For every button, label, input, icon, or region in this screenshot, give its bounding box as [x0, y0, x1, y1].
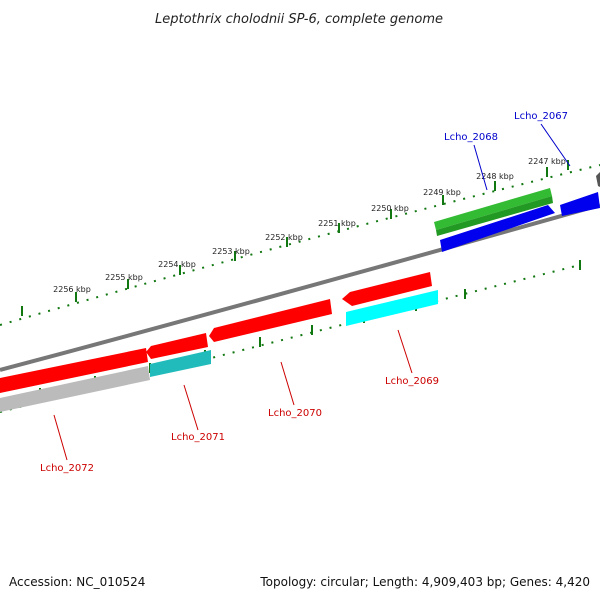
cds-lcho-2067[interactable] [560, 192, 600, 216]
outer-major-ticks [21, 160, 569, 316]
leader-lcho-2071 [183, 384, 199, 431]
cds-lcho-2072[interactable] [0, 348, 148, 393]
go-feature-lcho-2071[interactable] [150, 350, 211, 377]
go-feature-lcho-2068[interactable] [434, 188, 552, 230]
kbp-label: 2247 kbp [528, 157, 566, 166]
misc-feature-lcho-2072 [0, 366, 150, 412]
kbp-label: 2252 kbp [265, 233, 303, 242]
kbp-labels: 2247 kbp 2248 kbp 2249 kbp 2250 kbp 2251 kbp… [53, 157, 566, 294]
gene-label-lcho-2070[interactable]: Lcho_2070 [268, 408, 322, 419]
leader-lcho-2067 [540, 123, 571, 167]
cds-lcho-2070[interactable] [209, 299, 332, 342]
kbp-label: 2254 kbp [158, 260, 196, 269]
gene-label-lcho-2072[interactable]: Lcho_2072 [40, 463, 94, 474]
leader-lcho-2069 [397, 329, 413, 374]
kbp-label: 2256 kbp [53, 285, 91, 294]
kbp-label: 2248 kbp [476, 172, 514, 181]
outer-ruler [0, 164, 600, 326]
map-title: Leptothrix cholodnii SP-6, complete geno… [155, 12, 443, 27]
go-feature-lcho-2068-shadow [436, 196, 553, 236]
kbp-label: 2255 kbp [105, 273, 143, 282]
cds-lcho-2068[interactable] [440, 205, 555, 252]
kbp-label: 2253 kbp [212, 247, 250, 256]
leader-lcho-2072 [53, 414, 68, 461]
gene-label-lcho-2068[interactable]: Lcho_2068 [444, 132, 498, 143]
kbp-label: 2251 kbp [318, 219, 356, 228]
leader-lcho-2068 [473, 144, 488, 191]
cds-lcho-2069[interactable] [342, 272, 432, 306]
genome-summary-text: Topology: circular; Length: 4,909,403 bp… [259, 575, 590, 589]
gene-label-lcho-2069[interactable]: Lcho_2069 [385, 376, 439, 387]
go-feature-lcho-2069[interactable] [346, 290, 438, 326]
kbp-label: 2250 kbp [371, 204, 409, 213]
cds-edge-dark [596, 172, 600, 187]
gene-label-lcho-2067[interactable]: Lcho_2067 [514, 111, 568, 122]
leader-lcho-2070 [280, 361, 295, 406]
gene-label-lcho-2071[interactable]: Lcho_2071 [171, 432, 225, 443]
genome-backbone [0, 203, 600, 372]
kbp-label: 2249 kbp [423, 188, 461, 197]
cds-lcho-2071[interactable] [146, 333, 208, 359]
accession-text: Accession: NC_010524 [9, 575, 145, 589]
